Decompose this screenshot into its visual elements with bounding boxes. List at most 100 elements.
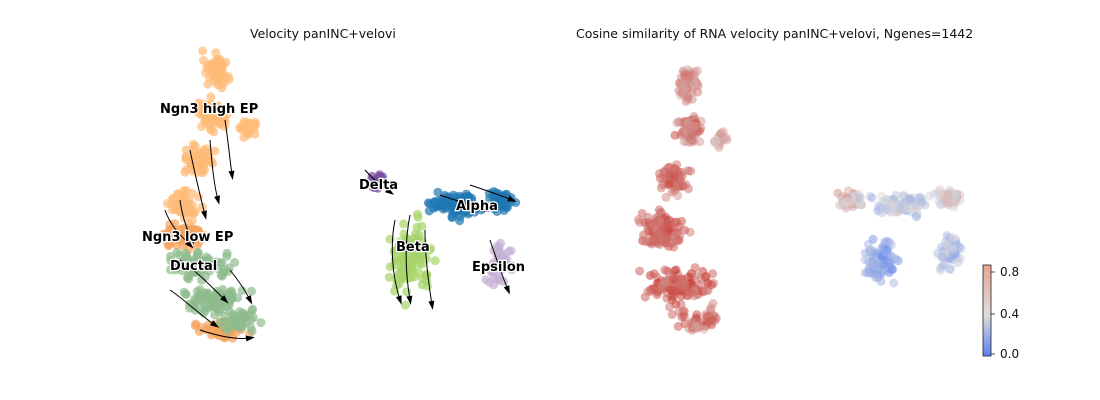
cell-point bbox=[489, 258, 499, 268]
cell-point bbox=[710, 137, 720, 147]
cell-point bbox=[650, 221, 660, 231]
cell-point bbox=[433, 187, 443, 197]
cluster-label-alpha: Alpha bbox=[456, 199, 498, 214]
cell-point bbox=[413, 240, 423, 250]
cell-point bbox=[643, 287, 653, 296]
cell-point bbox=[672, 118, 682, 128]
cell-point bbox=[866, 259, 875, 269]
cell-point bbox=[256, 318, 266, 328]
cell-point bbox=[694, 280, 703, 289]
cell-point bbox=[206, 156, 216, 166]
cell-point bbox=[457, 203, 467, 213]
cell-point bbox=[648, 235, 658, 245]
cell-point bbox=[174, 235, 184, 245]
streamline-arrow bbox=[507, 195, 517, 202]
cell-point bbox=[247, 326, 257, 336]
streamline-arrow bbox=[428, 300, 435, 310]
cell-point bbox=[194, 98, 204, 108]
cell-point bbox=[197, 202, 207, 212]
cluster-label-delta: Delta bbox=[359, 178, 398, 193]
cell-point bbox=[501, 202, 511, 212]
streamline-arrow bbox=[503, 285, 510, 295]
cell-point bbox=[197, 275, 207, 285]
cell-point bbox=[166, 255, 176, 265]
cell-point bbox=[635, 266, 645, 276]
cell-point bbox=[691, 322, 701, 332]
cell-point bbox=[842, 196, 852, 206]
cell-point bbox=[949, 233, 958, 243]
cell-point bbox=[652, 290, 662, 299]
cell-point bbox=[201, 100, 211, 110]
cell-point bbox=[665, 162, 675, 172]
streamline bbox=[405, 214, 411, 301]
colorbar-tick-label: 0.8 bbox=[1000, 265, 1019, 279]
cluster-label-ngn3-high-ep: Ngn3 high EP bbox=[160, 102, 258, 117]
cell-point bbox=[235, 323, 245, 333]
cell-point bbox=[219, 264, 229, 274]
cell-point bbox=[181, 155, 191, 165]
cell-point bbox=[210, 310, 220, 320]
cell-point bbox=[481, 275, 491, 285]
streamline-arrow bbox=[228, 170, 235, 180]
cell-point bbox=[194, 152, 204, 162]
cell-point bbox=[669, 286, 679, 296]
cell-point bbox=[184, 271, 194, 281]
cell-point bbox=[644, 226, 654, 236]
cell-point bbox=[239, 132, 249, 142]
cell-point bbox=[240, 116, 250, 126]
cell-point bbox=[953, 257, 963, 267]
cell-point bbox=[171, 265, 181, 275]
cell-point bbox=[494, 275, 504, 285]
cell-point bbox=[706, 316, 716, 326]
cell-point bbox=[200, 231, 210, 241]
cell-point bbox=[667, 295, 677, 305]
cell-point bbox=[400, 300, 410, 310]
cell-point bbox=[679, 80, 689, 90]
cell-point bbox=[169, 193, 179, 203]
cell-point bbox=[486, 266, 496, 276]
streamline-arrow bbox=[201, 210, 207, 220]
streamline bbox=[189, 149, 206, 216]
cell-point bbox=[225, 290, 235, 300]
streamline bbox=[489, 239, 509, 291]
colorbar-gradient bbox=[982, 264, 992, 357]
cell-point bbox=[692, 66, 702, 76]
cell-point bbox=[494, 264, 504, 274]
cell-point bbox=[399, 229, 409, 239]
cell-point bbox=[706, 303, 716, 313]
colorbar-tick-label: 0.4 bbox=[1000, 307, 1019, 321]
cell-point bbox=[861, 268, 870, 278]
cell-point bbox=[506, 246, 516, 256]
cell-point bbox=[880, 237, 890, 247]
cell-point bbox=[398, 266, 408, 276]
streamline-arrow bbox=[245, 335, 255, 342]
cell-point bbox=[675, 231, 684, 241]
cell-point bbox=[204, 292, 214, 302]
cell-point bbox=[493, 201, 503, 211]
cell-point bbox=[891, 190, 901, 200]
cell-point bbox=[389, 246, 399, 256]
cell-point bbox=[188, 139, 198, 149]
streamline bbox=[179, 259, 226, 301]
cell-point bbox=[229, 311, 239, 321]
cell-point bbox=[670, 130, 680, 140]
cell-point bbox=[690, 263, 700, 273]
cell-point bbox=[665, 302, 674, 312]
colorbar: 0.8 0.4 0.0 bbox=[982, 264, 1019, 361]
cell-point bbox=[183, 202, 193, 212]
cell-point bbox=[219, 113, 229, 123]
cell-point bbox=[211, 101, 221, 111]
cell-point bbox=[833, 188, 843, 198]
cell-point bbox=[867, 193, 877, 203]
cell-point bbox=[402, 287, 412, 297]
cell-point bbox=[190, 294, 200, 304]
cell-point bbox=[915, 192, 925, 202]
cell-point bbox=[245, 125, 255, 135]
cell-point bbox=[667, 310, 677, 319]
cell-point bbox=[938, 253, 948, 262]
cell-point bbox=[384, 272, 394, 282]
cell-point bbox=[681, 180, 691, 190]
cell-point bbox=[185, 303, 195, 313]
cell-point bbox=[412, 222, 422, 232]
